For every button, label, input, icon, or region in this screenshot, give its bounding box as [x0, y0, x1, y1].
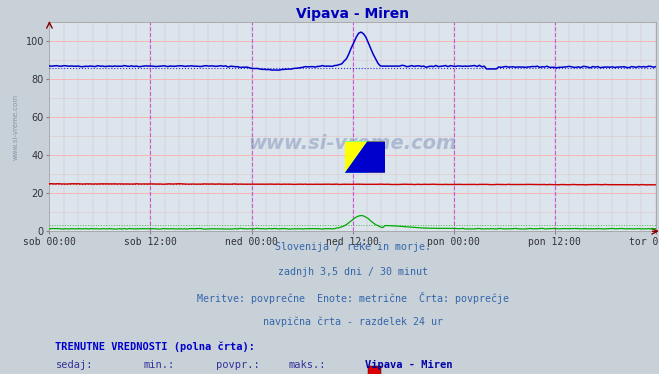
Title: Vipava - Miren: Vipava - Miren: [296, 7, 409, 21]
Text: min.:: min.:: [144, 360, 175, 370]
Bar: [368, 366, 381, 374]
Polygon shape: [345, 141, 367, 173]
Polygon shape: [345, 141, 386, 173]
Text: TRENUTNE VREDNOSTI (polna črta):: TRENUTNE VREDNOSTI (polna črta):: [55, 341, 256, 352]
Polygon shape: [345, 141, 367, 173]
Text: maks.:: maks.:: [289, 360, 326, 370]
Text: zadnjh 3,5 dni / 30 minut: zadnjh 3,5 dni / 30 minut: [277, 267, 428, 277]
Text: povpr.:: povpr.:: [216, 360, 260, 370]
Text: Meritve: povprečne  Enote: metrične  Črta: povprečje: Meritve: povprečne Enote: metrične Črta:…: [196, 292, 509, 304]
Text: Vipava - Miren: Vipava - Miren: [364, 360, 452, 370]
Polygon shape: [345, 141, 367, 173]
Text: www.si-vreme.com: www.si-vreme.com: [13, 94, 19, 160]
Text: Slovenija / reke in morje.: Slovenija / reke in morje.: [275, 242, 430, 252]
Text: www.si-vreme.com: www.si-vreme.com: [248, 134, 457, 153]
Text: sedaj:: sedaj:: [55, 360, 93, 370]
Polygon shape: [345, 141, 386, 173]
Text: navpična črta - razdelek 24 ur: navpična črta - razdelek 24 ur: [262, 317, 443, 327]
